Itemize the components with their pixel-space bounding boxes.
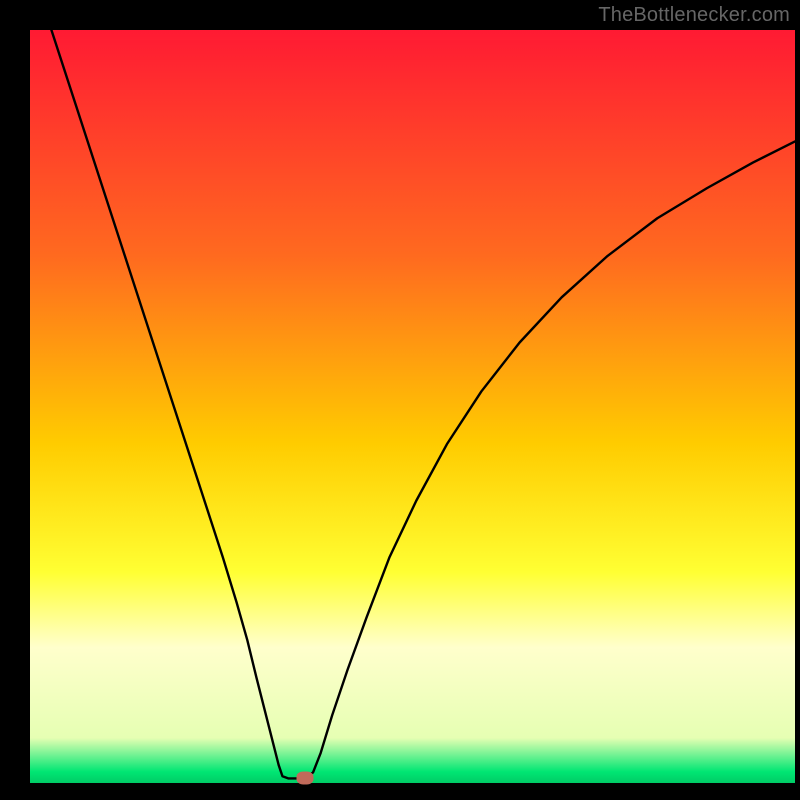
watermark-text: TheBottlenecker.com <box>598 4 790 27</box>
chart-gradient-bg <box>30 30 795 783</box>
chart-svg-layer <box>30 30 795 783</box>
optimum-marker <box>297 771 314 784</box>
chart-plot-area <box>30 30 795 783</box>
bottleneck-curve <box>51 30 795 778</box>
